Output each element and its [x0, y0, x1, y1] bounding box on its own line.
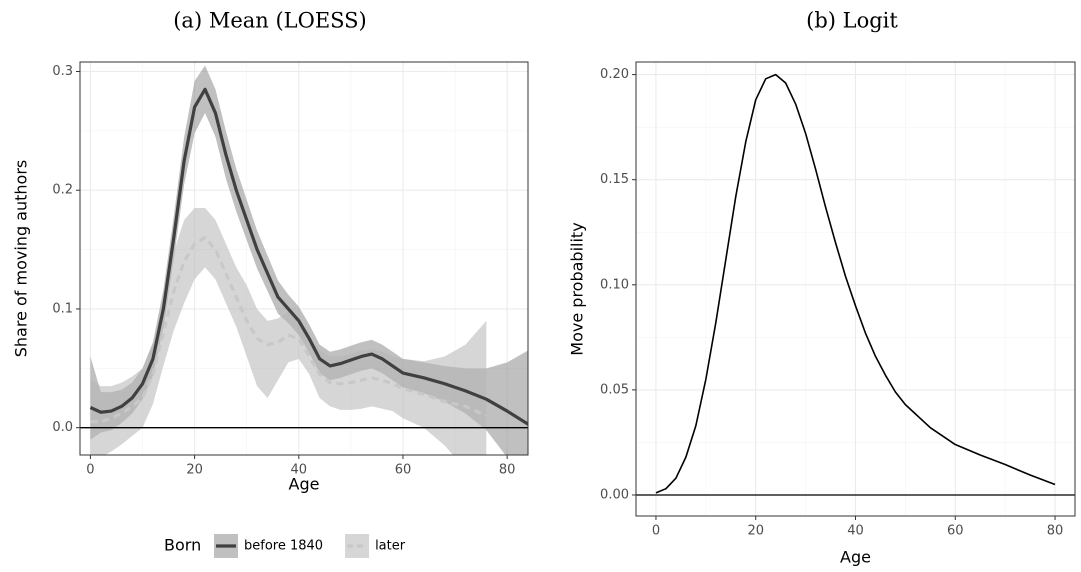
plot-border	[635, 61, 1076, 517]
y-tick-label: 0.3	[52, 64, 73, 79]
series-line	[655, 73, 1056, 494]
y-tick-label: 0.10	[600, 277, 629, 292]
series-line	[90, 236, 487, 424]
y-tick-label: 0.0	[52, 420, 73, 435]
y-tick-label: 0.15	[600, 172, 629, 187]
y-axis-label: Move probability	[568, 222, 587, 355]
x-tick-label: 40	[291, 463, 308, 478]
y-axis-label: Share of moving authors	[12, 160, 31, 358]
legend-label: later	[375, 539, 406, 554]
series-line	[89, 87, 528, 426]
x-tick-label: 80	[499, 463, 516, 478]
x-tick-label: 40	[847, 524, 864, 539]
x-tick-label: 0	[86, 463, 94, 478]
legend-label: before 1840	[244, 539, 323, 554]
plot-border	[79, 61, 529, 456]
y-tick-label: 0.2	[52, 183, 73, 198]
x-tick-label: 0	[652, 524, 660, 539]
y-tick-label: 0.05	[600, 382, 629, 397]
plot-area	[80, 65, 528, 455]
x-tick-label: 20	[186, 463, 203, 478]
chart-title: (a) Mean (LOESS)	[173, 9, 367, 33]
x-axis-label: Age	[840, 548, 871, 567]
x-tick-label: 20	[747, 524, 764, 539]
y-tick-label: 0.20	[600, 67, 629, 82]
x-axis-label: Age	[289, 475, 320, 494]
confidence-band	[90, 208, 487, 455]
legend-title: Born	[164, 536, 201, 555]
plot-area	[636, 73, 1075, 496]
x-tick-label: 60	[395, 463, 412, 478]
y-tick-label: 0.1	[52, 301, 73, 316]
x-tick-label: 80	[1047, 524, 1064, 539]
chart-title: (b) Logit	[806, 9, 898, 33]
x-tick-label: 60	[947, 524, 964, 539]
y-tick-label: 0.00	[600, 487, 629, 502]
